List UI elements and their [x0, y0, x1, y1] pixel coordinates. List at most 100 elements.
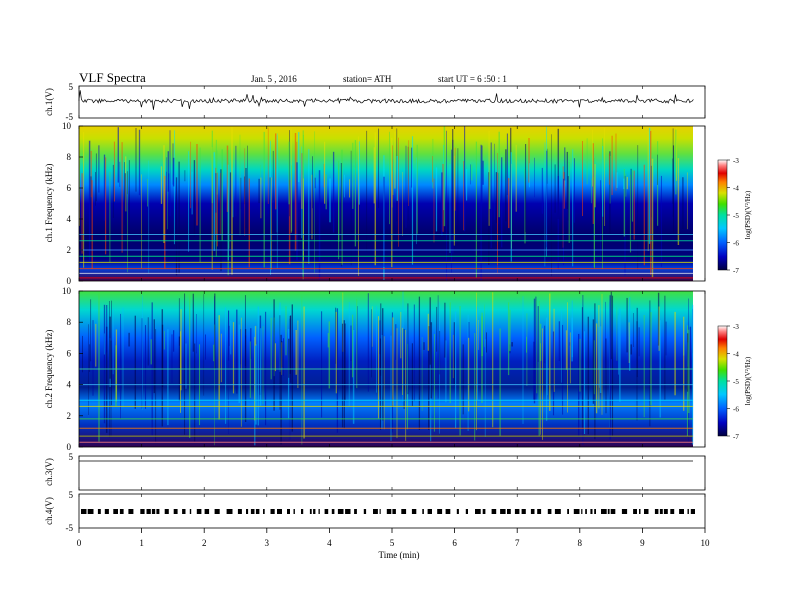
ch4-pulse [594, 509, 596, 514]
colorbar-tick-label: -6 [733, 406, 739, 414]
ch4-pulse [411, 509, 417, 514]
x-tick-label: 0 [77, 538, 82, 548]
ch4-pulse [445, 509, 451, 514]
ch4-pulse [482, 509, 486, 514]
y-tick-label: 0 [67, 276, 72, 286]
station-label: station= ATH [343, 74, 392, 84]
colorbar-tick-label: -7 [733, 433, 739, 441]
x-axis-label: Time (min) [379, 550, 420, 560]
ch4-pulse [567, 509, 569, 514]
ch4-pulse [287, 509, 290, 514]
x-tick-label: 10 [701, 538, 711, 548]
ch4-pulse [97, 509, 101, 514]
ch4-pulse [128, 509, 134, 514]
ch4-pulse [507, 509, 511, 514]
ch4-pulse [554, 509, 561, 514]
ch4-pulse [214, 509, 220, 514]
colorbar-tick-label: -4 [733, 185, 739, 193]
time-axis: 0 1 2 3 4 5 6 7 8 9 10 [77, 86, 710, 548]
ch3-ytick-top: 5 [69, 452, 74, 462]
ch4-pulse [427, 509, 432, 514]
x-tick-label: 5 [390, 538, 395, 548]
colorbar-tick-label: -6 [733, 240, 739, 248]
ch4-ylabel: ch.4(V) [44, 497, 54, 525]
ch2-spec-ylabel: ch.2 Frequency (kHz) [44, 330, 54, 409]
ch4-pulse [324, 509, 329, 514]
ch4-pulse [81, 509, 87, 514]
ch4-pulse [337, 509, 344, 514]
ch4-pulse [309, 509, 312, 514]
x-tick-label: 6 [452, 538, 457, 548]
ch4-pulse [690, 509, 695, 514]
ch4-pulse [250, 509, 255, 514]
ch2-colorbar-label: log(PSD)(V²/Hz) [744, 356, 752, 405]
ch4-pulse [465, 509, 468, 514]
ch4-pulse [644, 509, 649, 514]
ch4-pulse [547, 509, 552, 514]
ch4-pulse [363, 509, 367, 514]
x-tick-label: 8 [578, 538, 583, 548]
ch4-pulse [530, 509, 535, 514]
ch3-ylabel: ch.3(V) [44, 458, 54, 486]
ch4-pulse [521, 509, 526, 514]
ch4-pulse [379, 509, 381, 514]
ch4-pulse [293, 509, 295, 514]
date-label: Jan. 5 , 2016 [251, 74, 297, 84]
ch1-colorbar-label: log(PSD)(V²/Hz) [744, 190, 752, 239]
ch4-pulse [610, 509, 616, 514]
ch4-pulse [226, 509, 233, 514]
ch4-pulse [301, 509, 304, 514]
ch4-pulse [164, 509, 169, 514]
y-tick-label: 8 [67, 317, 72, 327]
x-tick-label: 4 [327, 538, 332, 548]
ch4-pulse [104, 509, 109, 514]
ch4-pulse [581, 509, 583, 514]
ch4-pulse [345, 509, 351, 514]
ch4-pulse [456, 509, 459, 514]
ch4-pulse [633, 509, 637, 514]
x-tick-label: 2 [202, 538, 207, 548]
ch4-pulse [422, 509, 424, 514]
y-tick-label: 6 [67, 183, 72, 193]
ch4-pulse [514, 509, 520, 514]
ch4-pulse [87, 509, 94, 514]
x-tick-label: 1 [139, 538, 144, 548]
colorbar-tick-label: -5 [733, 378, 739, 386]
colorbar-tick-label: -3 [733, 157, 739, 165]
ch4-pulse [263, 509, 265, 514]
ch4-pulse [189, 509, 192, 514]
figure-title: VLF Spectra [79, 70, 146, 85]
ch1-spectrogram-panel: ch.1 Frequency (kHz) 0 2 4 6 8 10 [44, 121, 706, 286]
ch4-pulse [475, 509, 481, 514]
ch4-pulse [270, 509, 275, 514]
ch4-pulse [437, 509, 443, 514]
y-tick-label: 2 [67, 245, 72, 255]
ch4-pulse [500, 509, 506, 514]
ch1-ytick-top: 5 [69, 82, 74, 92]
colorbar-tick-label: -3 [733, 323, 739, 331]
y-tick-label: 8 [67, 152, 72, 162]
ch4-pulse [156, 509, 160, 514]
ch1-ytick-bottom: -5 [66, 112, 74, 122]
ch4-pulse [491, 509, 497, 514]
ch4-pulse [182, 509, 186, 514]
ch4-pulse [679, 509, 684, 514]
ch4-pulse [401, 509, 407, 514]
ch4-pulse [204, 509, 210, 514]
colorbar-tick-label: -7 [733, 267, 739, 275]
y-tick-label: 10 [62, 121, 72, 131]
ch1-colorbar: -3 -4 -5 -6 -7 log(PSD)(V²/Hz) [717, 157, 752, 275]
ch2-spectrogram-panel: ch.2 Frequency (kHz) 0 2 4 6 8 10 [44, 286, 706, 452]
ch4-pulse [607, 509, 610, 514]
ch1-waveform-line [78, 90, 694, 110]
ch4-pulse [277, 509, 282, 514]
y-tick-label: 2 [67, 411, 72, 421]
ch4-pulse [573, 509, 580, 514]
ch4-pulse [119, 509, 124, 514]
ch4-pulse [639, 509, 641, 514]
ch4-pulse [318, 509, 320, 514]
y-tick-label: 4 [67, 214, 72, 224]
colorbar-tick-label: -4 [733, 351, 739, 359]
ch4-pulse [246, 509, 249, 514]
